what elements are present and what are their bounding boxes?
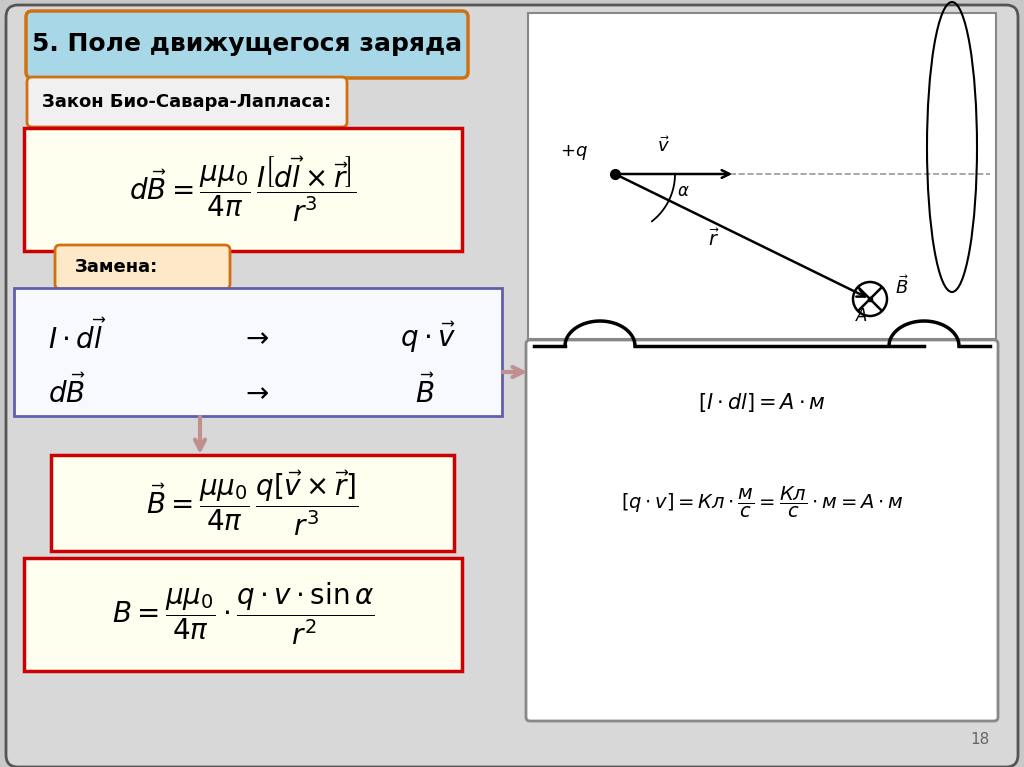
Text: 18: 18 <box>971 732 990 746</box>
Text: $d\vec{B} = \dfrac{\mu\mu_0}{4\pi}\,\dfrac{I\left[d\vec{l}\times\vec{r}\right]}{: $d\vec{B} = \dfrac{\mu\mu_0}{4\pi}\,\dfr… <box>129 154 356 224</box>
Text: $\left[I \cdot dl\right] = A \cdot м$: $\left[I \cdot dl\right] = A \cdot м$ <box>698 390 826 413</box>
Text: 5. Поле движущегося заряда: 5. Поле движущегося заряда <box>32 32 462 56</box>
FancyBboxPatch shape <box>55 245 230 289</box>
Text: $\left[q \cdot v\right] = Кл \cdot \dfrac{м}{с} = \dfrac{Кл}{с} \cdot м = A \cdo: $\left[q \cdot v\right] = Кл \cdot \dfra… <box>621 485 903 519</box>
Text: $q \cdot \vec{v}$: $q \cdot \vec{v}$ <box>400 320 456 354</box>
Text: Замена:: Замена: <box>75 258 159 276</box>
FancyBboxPatch shape <box>526 340 998 721</box>
FancyBboxPatch shape <box>528 13 996 339</box>
Text: $+q$: $+q$ <box>560 143 588 162</box>
Text: $\vec{v}$: $\vec{v}$ <box>657 137 670 156</box>
FancyBboxPatch shape <box>14 288 502 416</box>
Text: $d\vec{B}$: $d\vec{B}$ <box>48 375 86 409</box>
Text: $\alpha$: $\alpha$ <box>677 182 690 200</box>
Text: $\rightarrow$: $\rightarrow$ <box>241 323 269 351</box>
Text: $\vec{r}$: $\vec{r}$ <box>708 229 719 251</box>
FancyBboxPatch shape <box>51 455 454 551</box>
Text: Закон Био-Савара-Лапласа:: Закон Био-Савара-Лапласа: <box>42 93 331 111</box>
FancyBboxPatch shape <box>24 128 462 251</box>
FancyBboxPatch shape <box>24 558 462 671</box>
Text: $B = \dfrac{\mu\mu_0}{4\pi} \cdot \dfrac{q \cdot v \cdot \sin\alpha}{r^2}$: $B = \dfrac{\mu\mu_0}{4\pi} \cdot \dfrac… <box>112 581 374 647</box>
Text: $A$: $A$ <box>855 307 868 325</box>
FancyBboxPatch shape <box>6 5 1018 767</box>
Text: $\vec{B}$: $\vec{B}$ <box>895 275 909 298</box>
FancyBboxPatch shape <box>26 11 468 78</box>
FancyBboxPatch shape <box>27 77 347 127</box>
Text: $\vec{B}$: $\vec{B}$ <box>415 375 435 409</box>
Text: $I \cdot d\vec{l}$: $I \cdot d\vec{l}$ <box>48 320 106 354</box>
Text: $\rightarrow$: $\rightarrow$ <box>241 378 269 406</box>
Text: $\vec{B} = \dfrac{\mu\mu_0}{4\pi}\,\dfrac{q\left[\vec{v}\times\vec{r}\right]}{r^: $\vec{B} = \dfrac{\mu\mu_0}{4\pi}\,\dfra… <box>145 468 358 538</box>
